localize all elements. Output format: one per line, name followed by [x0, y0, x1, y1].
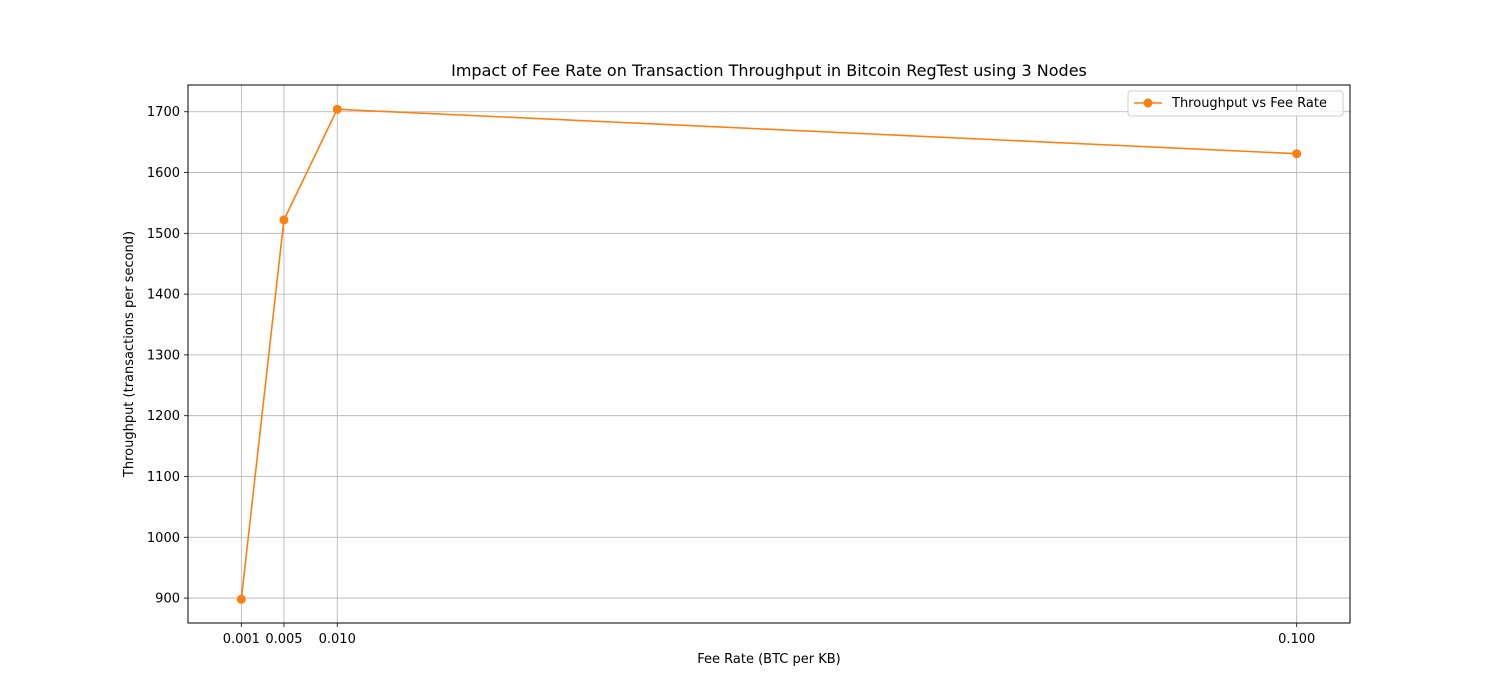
x-tick-label: 0.100 [1278, 632, 1315, 647]
axis-ticks: 900 1000 1100 1200 1300 1400 1500 1600 1700 0.001… [147, 105, 1315, 647]
y-axis-label: Throughput (transactions per second) [122, 231, 137, 478]
x-tick-label: 0.001 [223, 632, 260, 647]
data-point [279, 215, 289, 225]
x-axis-label: Fee Rate (BTC per KB) [697, 652, 840, 667]
y-tick-label: 1400 [147, 288, 180, 303]
y-tick-label: 900 [155, 592, 180, 607]
grid [188, 85, 1350, 623]
y-tick-label: 1700 [147, 105, 180, 120]
x-tick-label: 0.005 [265, 632, 302, 647]
y-tick-label: 1600 [147, 166, 180, 181]
legend-box [1127, 90, 1344, 117]
y-tick-label: 1000 [147, 531, 180, 546]
series-line [240, 108, 1297, 600]
y-tick-label: 1500 [147, 227, 180, 242]
data-point [332, 104, 342, 114]
y-tick-label: 1200 [147, 409, 180, 424]
plot-area [187, 84, 1351, 624]
legend-marker [1143, 98, 1153, 108]
y-tick-label: 1100 [147, 470, 180, 485]
legend-label: Throughput vs Fee Rate [1171, 96, 1327, 111]
y-tick-label: 1300 [147, 348, 180, 363]
x-tick-label: 0.010 [319, 632, 356, 647]
data-point [236, 594, 246, 604]
series-layer [236, 104, 1302, 604]
chart-title: Impact of Fee Rate on Transaction Throug… [451, 61, 1087, 80]
legend: Throughput vs Fee Rate [1127, 90, 1344, 117]
data-point [1292, 149, 1302, 159]
